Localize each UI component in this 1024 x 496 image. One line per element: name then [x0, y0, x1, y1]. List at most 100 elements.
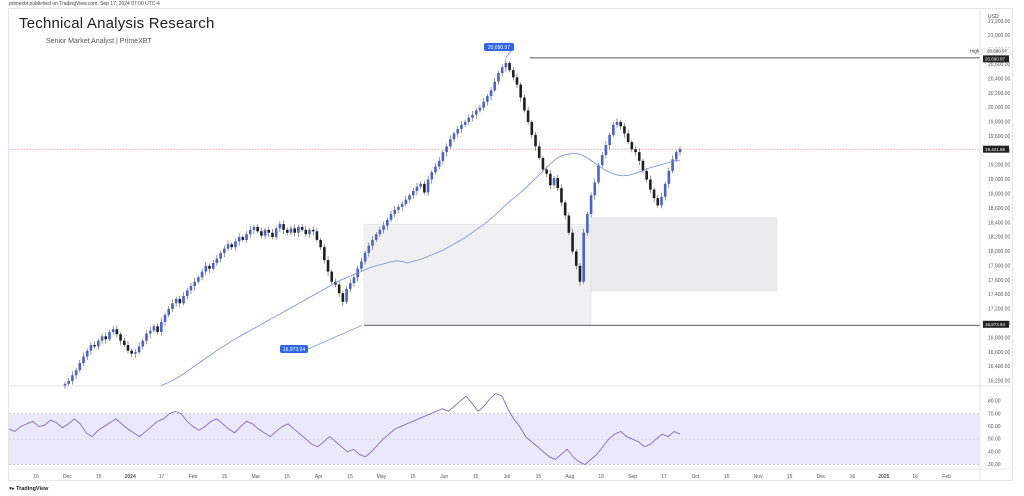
- candle-body: [78, 362, 82, 371]
- candle-body: [178, 298, 182, 304]
- price-tick-label: 18,800.00: [988, 192, 1010, 198]
- candle-body: [100, 336, 104, 341]
- price-tick-label: 17,800.00: [988, 263, 1010, 269]
- candle-body: [119, 334, 122, 341]
- candle-body: [319, 239, 322, 248]
- candle-body: [582, 232, 585, 282]
- high-line-tag-box: [983, 55, 1009, 63]
- chart-subtitle: Senior Market Analyst | PrimeXBT: [46, 38, 152, 45]
- candle-body: [74, 370, 78, 376]
- candle-body: [589, 195, 593, 215]
- candle-body: [534, 134, 537, 147]
- time-tick-label: 16: [33, 474, 39, 480]
- candle-body: [504, 62, 508, 68]
- peak-callout: 20,690.97: [484, 43, 515, 59]
- tradingview-logo-icon: ▾▸: [9, 486, 17, 492]
- time-tick-label: Feb: [942, 474, 951, 480]
- candle-body: [604, 144, 608, 156]
- candle-body: [663, 183, 667, 197]
- demand-zones: [363, 217, 778, 326]
- candle-body: [523, 97, 526, 111]
- candle-body: [245, 234, 248, 240]
- candle-body: [152, 326, 156, 331]
- price-tick-label: 19,000.00: [988, 177, 1010, 183]
- candle-body: [619, 121, 623, 127]
- candle-body: [348, 283, 352, 289]
- time-tick-label: 17: [661, 474, 667, 480]
- candle-body: [289, 228, 293, 233]
- rsi-tick-label: 40.00: [988, 449, 1001, 455]
- tradingview-footer[interactable]: ▾▸ TradingView: [9, 486, 48, 492]
- candle-body: [486, 96, 489, 102]
- candle-body: [674, 152, 678, 160]
- candle-body: [263, 229, 267, 236]
- candle-body: [649, 179, 652, 190]
- candle-body: [337, 284, 341, 294]
- candle-body: [382, 225, 385, 230]
- candle-body: [323, 247, 326, 261]
- demand-zone-2: [590, 217, 778, 292]
- candle-body: [471, 114, 474, 118]
- candle-body: [156, 326, 159, 333]
- candle-body: [500, 67, 504, 74]
- candle-body: [208, 265, 211, 269]
- candle-body: [82, 356, 85, 363]
- candle-body: [97, 340, 100, 347]
- time-tick-label: 15: [222, 474, 228, 480]
- time-tick-label: Apr: [315, 474, 323, 480]
- time-tick-label: Sep: [628, 474, 637, 480]
- candle-body: [415, 186, 419, 192]
- candle-body: [93, 344, 96, 347]
- candle-body: [230, 244, 234, 248]
- candle-body: [437, 160, 441, 167]
- price-axis[interactable]: 21,200.0021,000.0020,800.0020,600.0020,4…: [988, 19, 1010, 385]
- peak-callout-text: 20,690.97: [488, 45, 510, 51]
- publish-info: primexbt published on TradingView.com, S…: [9, 1, 160, 7]
- high-line-tag-value: 20,690.97: [985, 56, 1006, 61]
- time-tick-label: 15: [536, 474, 542, 480]
- high-tag-box: [968, 47, 1010, 54]
- candle-body: [330, 271, 334, 282]
- candle-body: [185, 290, 189, 297]
- candle-body: [404, 199, 408, 204]
- candle-body: [182, 296, 185, 304]
- rsi-tick-label: 50.00: [988, 437, 1001, 443]
- candle-body: [311, 229, 315, 232]
- candle-body: [652, 189, 656, 199]
- rsi-pane[interactable]: 80.00 70.00 60.00 50.00 40.00 30.00: [8, 393, 1001, 469]
- candle-body: [326, 260, 330, 272]
- time-tick-label: Nov: [754, 474, 763, 480]
- candle-body: [352, 277, 356, 284]
- candle-body: [197, 277, 200, 282]
- candle-body: [493, 81, 497, 91]
- candle-body: [497, 73, 500, 82]
- candle-body: [678, 149, 682, 153]
- candle-body: [637, 152, 641, 161]
- candle-body: [219, 252, 222, 259]
- candle-body: [256, 226, 259, 232]
- candle-body: [67, 380, 71, 384]
- price-tick-label: 20,000.00: [988, 105, 1010, 111]
- price-tick-label: 20,600.00: [988, 62, 1010, 68]
- candle-body: [374, 234, 378, 240]
- price-tick-label: 16,200.00: [988, 379, 1010, 385]
- candle-body: [237, 237, 241, 242]
- rsi-tick-label: 70.00: [988, 411, 1001, 417]
- support-tag-box: [983, 320, 1009, 328]
- candle-body: [549, 173, 552, 186]
- time-tick-label: May: [377, 474, 387, 480]
- candle-body: [130, 350, 133, 354]
- candle-body: [104, 336, 108, 340]
- candle-body: [89, 344, 93, 351]
- candle-body: [174, 298, 178, 304]
- time-axis[interactable]: 16 Dec 15 2024 17 Feb 15 Mar 15 Apr 15 May 15 Jun 15 Ju…: [33, 474, 951, 480]
- candle-body: [563, 202, 567, 216]
- candlestick-series: [63, 59, 682, 389]
- candle-body: [574, 251, 578, 266]
- time-tick-label: Dec: [817, 474, 826, 480]
- candle-body: [189, 285, 193, 291]
- high-tag-label: High: [970, 48, 980, 53]
- candle-body: [360, 261, 363, 269]
- candle-body: [400, 203, 404, 207]
